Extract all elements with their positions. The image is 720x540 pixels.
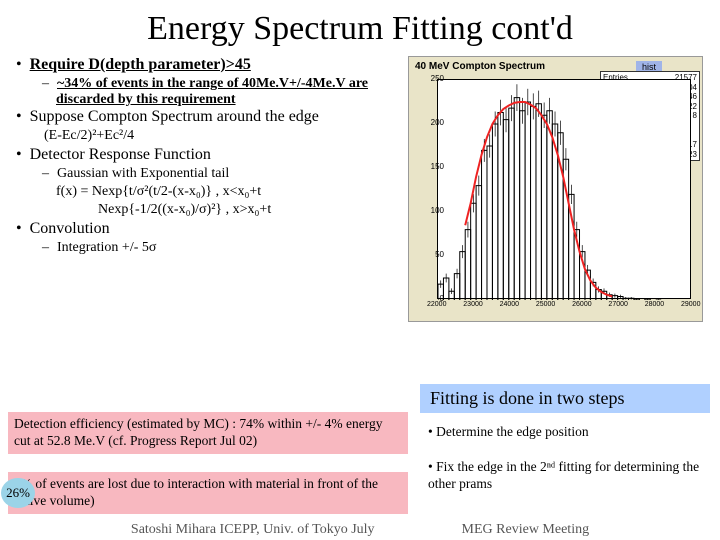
y-tick: 150: [431, 162, 444, 171]
callout-box: Fitting is done in two steps: [420, 384, 710, 413]
bullet-1a: ~34% of events in the range of 40Me.V+/-…: [8, 76, 408, 108]
bullet-1-text: Require D(depth parameter)>45: [30, 56, 251, 73]
bullet-1a-text: ~34% of events in the range of 40Me.V+/-…: [56, 76, 368, 107]
pink-box-2: 5% of events are lost due to interaction…: [8, 472, 408, 514]
bullet-4a-text: Integration +/- 5σ: [57, 240, 156, 255]
left-column: Require D(depth parameter)>45 ~34% of ev…: [8, 56, 408, 322]
y-tick: 100: [431, 206, 444, 215]
bullet-4a: Integration +/- 5σ: [8, 240, 408, 256]
footer: Satoshi Mihara ICEPP, Univ. of Tokyo Jul…: [0, 522, 720, 538]
side-note-2: • Fix the edge in the 2ⁿᵈ fitting for de…: [422, 455, 712, 497]
x-tick: 29000: [681, 301, 700, 308]
footer-left: Satoshi Mihara ICEPP, Univ. of Tokyo Jul…: [131, 522, 375, 537]
chart-title: 40 MeV Compton Spectrum: [415, 61, 545, 72]
right-column: 40 MeV Compton Spectrum hist Entries2157…: [408, 56, 708, 322]
x-tick: 22000: [427, 301, 446, 308]
content-row: Require D(depth parameter)>45 ~34% of ev…: [0, 56, 720, 322]
bullet-2: Suppose Compton Spectrum around the edge: [8, 108, 408, 126]
bullet-4: Convolution: [8, 220, 408, 238]
x-tick: 28000: [645, 301, 664, 308]
x-tick: 23000: [463, 301, 482, 308]
bullet-3-text: Detector Response Function: [30, 146, 211, 163]
page-title: Energy Spectrum Fitting cont'd: [0, 0, 720, 56]
footer-right: MEG Review Meeting: [462, 522, 590, 537]
x-tick: 27000: [608, 301, 627, 308]
y-tick: 250: [431, 74, 444, 83]
bullet-1: Require D(depth parameter)>45: [8, 56, 408, 74]
bullet-4-text: Convolution: [30, 220, 110, 237]
bullet-3a-text: Gaussian with Exponential tail: [57, 166, 229, 181]
side-note-1: • Determine the edge position: [422, 420, 712, 445]
pink-box-1: Detection efficiency (estimated by MC) :…: [8, 412, 408, 454]
spectrum-chart: 40 MeV Compton Spectrum hist Entries2157…: [408, 56, 703, 322]
plot-svg: [438, 80, 692, 300]
y-tick: 50: [435, 250, 444, 259]
x-tick: 26000: [572, 301, 591, 308]
bullet-2-text: Suppose Compton Spectrum around the edge: [30, 108, 319, 125]
cyan-badge: 26%: [1, 478, 35, 508]
y-tick: 200: [431, 118, 444, 127]
x-tick: 24000: [500, 301, 519, 308]
plot-area: [437, 79, 691, 299]
formula-compton: (E-Ec/2)²+Ec²/4: [8, 128, 408, 144]
x-tick: 25000: [536, 301, 555, 308]
formula-fx2: Nexp{-1/2((x-x₀)/σ)²} , x>x₀+t: [8, 202, 408, 218]
bullet-3: Detector Response Function: [8, 146, 408, 164]
bullet-3a: Gaussian with Exponential tail: [8, 166, 408, 182]
formula-fx1: f(x) = Nexp{t/σ²(t/2-(x-x₀)} , x<x₀+t: [8, 184, 408, 200]
